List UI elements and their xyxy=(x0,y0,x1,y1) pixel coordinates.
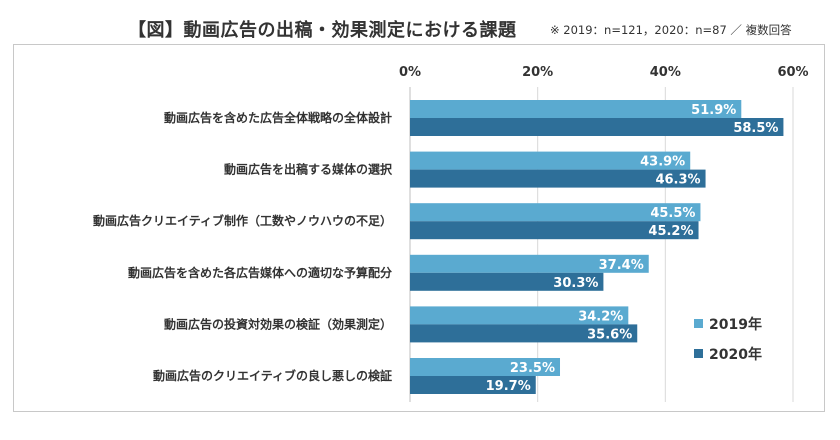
data-label: 37.4% xyxy=(599,258,644,273)
bar xyxy=(410,221,699,240)
bar xyxy=(410,306,629,325)
title-row: 【図】動画広告の出稿・効果測定における課題 ※ 2019：n=121，2020：… xyxy=(0,14,840,44)
category-label: 動画広告を出稿する媒体の選択 xyxy=(224,162,393,177)
data-label: 45.5% xyxy=(650,206,695,221)
data-label: 43.9% xyxy=(640,155,685,170)
data-label: 58.5% xyxy=(733,121,778,136)
data-label: 19.7% xyxy=(486,379,531,394)
legend-swatch xyxy=(694,349,703,358)
bar xyxy=(410,118,784,136)
x-tick-label: 40% xyxy=(650,65,681,80)
bar xyxy=(410,376,536,394)
bar xyxy=(410,254,649,273)
data-label: 30.3% xyxy=(553,276,598,291)
bar xyxy=(410,100,742,118)
bar xyxy=(410,151,691,170)
bar xyxy=(410,358,561,376)
bar xyxy=(410,324,638,343)
x-tick-label: 20% xyxy=(522,65,553,80)
category-label: 動画広告を含めた広告全体戦略の全体設計 xyxy=(164,110,392,125)
chart-title: 【図】動画広告の出稿・効果測定における課題 xyxy=(128,20,517,41)
category-label: 動画広告クリエイティブ制作（工数やノウハウの不足） xyxy=(93,213,392,228)
legend-swatch xyxy=(694,319,703,328)
x-tick-label: 0% xyxy=(399,65,421,80)
data-label: 35.6% xyxy=(587,327,632,342)
bar xyxy=(410,272,604,291)
bar xyxy=(410,169,706,188)
data-label: 51.9% xyxy=(691,103,736,118)
legend-label: 2020年 xyxy=(709,346,762,363)
data-label: 34.2% xyxy=(578,309,623,324)
bar xyxy=(410,203,701,222)
x-tick-label: 60% xyxy=(777,65,808,80)
sample-note: ※ 2019：n=121，2020：n=87 ／ 複数回答 xyxy=(550,23,792,37)
legend-label: 2019年 xyxy=(709,316,762,333)
chart-frame xyxy=(13,44,825,412)
data-label: 46.3% xyxy=(655,173,700,188)
category-label: 動画広告の投資対効果の検証（効果測定） xyxy=(164,316,392,331)
category-label: 動画広告のクリエイティブの良し悪しの検証 xyxy=(153,368,392,383)
category-label: 動画広告を含めた各広告媒体への適切な予算配分 xyxy=(128,265,392,280)
data-label: 23.5% xyxy=(510,361,555,376)
data-label: 45.2% xyxy=(648,224,693,239)
